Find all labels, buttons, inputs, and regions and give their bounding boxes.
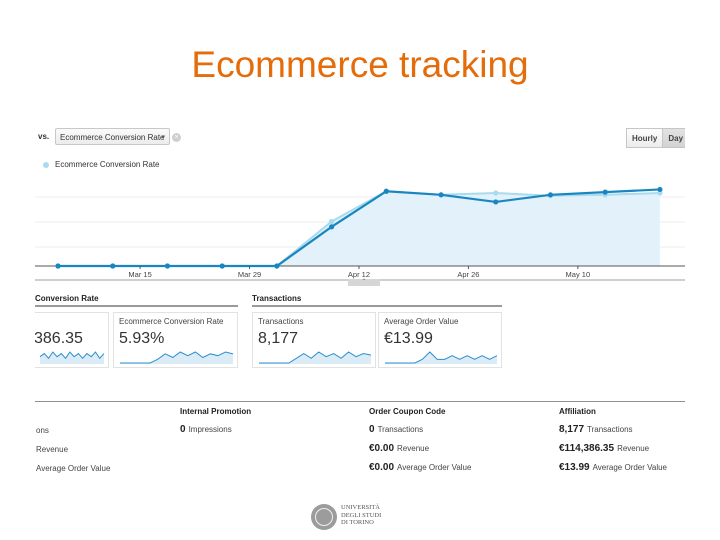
data-point [329, 218, 335, 225]
sparkline-line [39, 351, 105, 360]
data-point [547, 192, 554, 198]
series-area [58, 191, 660, 266]
sparkline-area [120, 352, 233, 364]
seal-icon [311, 504, 337, 530]
data-point [164, 263, 171, 269]
chart-legend: Ecommerce Conversion Rate [43, 160, 159, 169]
data-point [274, 263, 280, 269]
slide-title: Ecommerce tracking [191, 44, 529, 85]
column-header-order-coupon-code: Order Coupon Code [369, 407, 446, 416]
data-point [493, 199, 499, 205]
legend-swatch [43, 161, 49, 168]
column-header-internal-promotion: Internal Promotion [180, 407, 252, 416]
metric-card-conversion-rate[interactable]: Ecommerce Conversion Rate 5.93% [113, 312, 238, 368]
table-cell[interactable]: 0 Transactions [369, 424, 424, 435]
hourly-button[interactable]: Hourly [626, 128, 664, 148]
table-cell[interactable]: €114,386.35 Revenue [559, 443, 650, 454]
granularity-toggle: Hourly Day [626, 128, 685, 148]
legend-label: Ecommerce Conversion Rate [55, 160, 160, 169]
resize-grip[interactable]: ⌃ [348, 279, 380, 286]
day-button[interactable]: Day [663, 128, 685, 148]
section-rule-transactions [252, 305, 502, 307]
data-point [657, 186, 663, 193]
sparkline [385, 351, 498, 364]
sparkline-area [259, 352, 371, 364]
compare-metric-select[interactable]: Ecommerce Conversion Rate ▾ [55, 128, 170, 145]
sparkline-area [40, 352, 104, 364]
table-rule [35, 401, 685, 402]
data-point [219, 263, 225, 269]
card-label: Ecommerce Conversion Rate [119, 317, 224, 326]
table-cell: Revenue [36, 445, 69, 454]
data-point [602, 189, 608, 195]
data-point [657, 190, 663, 196]
university-logo: UNIVERSITÀ DEGLI STUDI DI TORINO [311, 504, 403, 530]
x-tick-label: Mar 15 [128, 270, 151, 279]
x-tick-label: May 10 [566, 270, 591, 279]
table-cell[interactable]: €0.00 Average Order Value [369, 462, 472, 473]
table-cell[interactable]: €0.00 Revenue [369, 443, 430, 454]
chart-toolbar: vs. Ecommerce Conversion Rate ▾ × Hourly… [35, 124, 685, 150]
metric-card-revenue[interactable]: 386.35 [35, 312, 109, 368]
analytics-screenshot: vs. Ecommerce Conversion Rate ▾ × Hourly… [35, 124, 685, 484]
line-chart[interactable]: Mar 15 Mar 29 Apr 12 Apr 26 May 10 [35, 172, 685, 282]
sparkline [39, 351, 105, 364]
card-label: Transactions [258, 317, 304, 326]
series-line-primary [58, 188, 660, 268]
section-title-transactions: Transactions [252, 294, 302, 303]
data-point [493, 190, 499, 196]
data-point [55, 263, 61, 269]
data-point [438, 192, 444, 198]
data-point [329, 224, 335, 230]
section-rule-conversion [35, 305, 238, 307]
card-value: 5.93% [119, 330, 165, 347]
table-cell[interactable]: €13.99 Average Order Value [559, 462, 668, 473]
column-header-affiliation: Affiliation [559, 407, 596, 416]
table-cell[interactable]: 8,177 Transactions [559, 424, 633, 435]
card-value: €13.99 [384, 330, 433, 347]
chevron-down-icon: ▾ [161, 134, 165, 141]
sparkline-line [120, 351, 234, 364]
metric-card-avg-order-value[interactable]: Average Order Value €13.99 [378, 312, 502, 368]
card-value: 8,177 [258, 330, 299, 347]
x-tick-label: Apr 26 [457, 270, 479, 279]
section-title-conversion: Conversion Rate [35, 294, 99, 303]
sparkline [259, 351, 372, 364]
data-point [383, 188, 389, 194]
sparkline [120, 351, 234, 364]
sparkline-area [385, 352, 497, 364]
data-point [110, 263, 116, 269]
vs-label: vs. [38, 132, 50, 141]
metric-card-transactions[interactable]: Transactions 8,177 [252, 312, 376, 368]
logo-text: UNIVERSITÀ DEGLI STUDI DI TORINO [341, 504, 382, 526]
x-tick-label: Apr 12 [348, 270, 370, 279]
table-cell[interactable]: 0 Impressions [180, 424, 232, 435]
clear-compare-icon[interactable]: × [172, 133, 181, 142]
table-cell: ons [36, 426, 49, 435]
card-value: 386.35 [35, 330, 83, 347]
table-cell: Average Order Value [36, 464, 111, 473]
compare-metric-value: Ecommerce Conversion Rate [60, 133, 165, 142]
sparkline-line [385, 351, 498, 364]
x-tick-label: Mar 29 [238, 270, 261, 279]
sparkline-line [259, 351, 372, 364]
card-label: Average Order Value [384, 317, 459, 326]
